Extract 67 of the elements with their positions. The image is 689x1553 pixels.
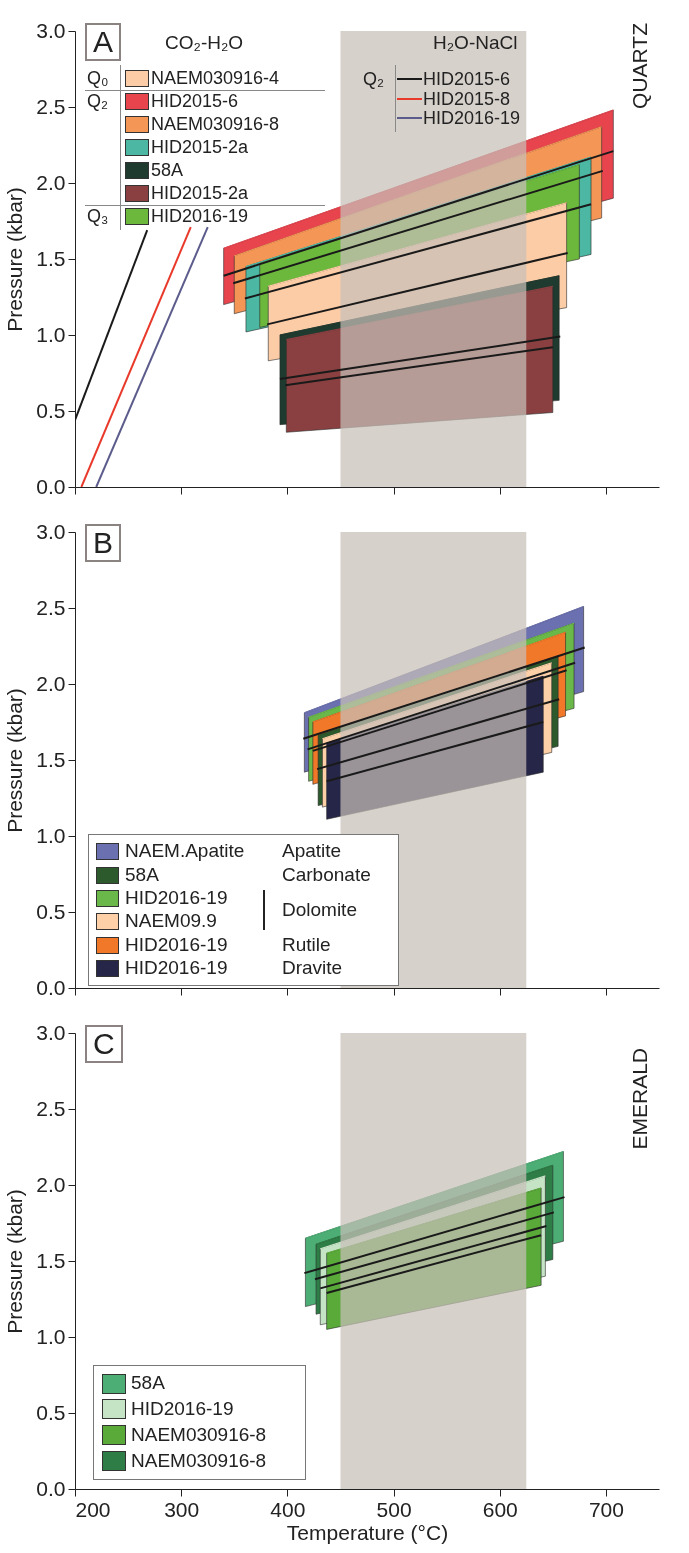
chart-title: A — [85, 23, 122, 61]
y-tick-label: 1.0 — [36, 322, 66, 346]
legend-label: HID2016-19 — [151, 205, 249, 226]
y-tick-label: 0.5 — [36, 899, 66, 923]
annotation: Q₀ — [87, 68, 109, 88]
chart-title: B — [85, 524, 122, 562]
annotation: Q₂ — [363, 69, 384, 89]
legend-label: NAEM030916-8 — [131, 1423, 267, 1445]
chart-title: C — [85, 1025, 123, 1063]
y-tick-label: 1.5 — [36, 246, 66, 270]
x-tick-label: 300 — [164, 1497, 200, 1521]
legend-label: HID2016-19 — [423, 108, 521, 128]
legend-label: NAEM.Apatite — [125, 840, 245, 862]
legend-label: HID2016-19 — [125, 886, 228, 908]
y-tick-label: 2.5 — [36, 1096, 66, 1120]
y-tick-label: 3.0 — [36, 519, 66, 543]
y-tick-label: 0.0 — [36, 474, 66, 498]
y-tick-label: 2.0 — [36, 671, 66, 695]
annotation: Apatite — [282, 840, 342, 862]
legend-label: HID2016-19 — [125, 933, 228, 955]
annotation: H₂O-NaCl — [433, 32, 518, 53]
legend-label: NAEM030916-8 — [131, 1449, 267, 1471]
legend-label: 58A — [125, 863, 159, 885]
text: EMERALD — [628, 1048, 651, 1150]
annotation: Carbonate — [282, 863, 371, 885]
legend-label: 58A — [131, 1372, 165, 1394]
legend-label: HID2016-19 — [131, 1398, 234, 1420]
y-tick-label: 2.5 — [36, 595, 66, 619]
legend-label: HID2015-8 — [423, 88, 511, 109]
x-tick-label: 700 — [588, 1497, 624, 1521]
y-tick-label: 1.5 — [36, 1248, 66, 1272]
y-tick-label: 0.0 — [36, 1476, 66, 1500]
annotation: Dravite — [282, 956, 343, 978]
x-axis-title: Temperature (°C) — [286, 1520, 449, 1544]
y-tick-label: 0.5 — [36, 398, 66, 422]
text: QUARTZ — [628, 23, 651, 109]
y-tick-label: 2.0 — [36, 1172, 66, 1196]
legend-label: HID2015-6 — [423, 69, 511, 89]
annotation: Dolomite — [282, 898, 357, 920]
y-tick-label: 3.0 — [36, 18, 66, 42]
legend-label: 58A — [151, 159, 184, 180]
y-tick-label: 1.0 — [36, 823, 66, 847]
y-tick-label: 0.5 — [36, 1400, 66, 1424]
x-tick-label: 200 — [75, 1497, 111, 1521]
y-tick-label: 2.0 — [36, 170, 66, 194]
y-axis-title: Pressure (kbar) — [3, 1189, 27, 1334]
legend-label: HID2016-19 — [125, 956, 228, 978]
y-axis-title: Pressure (kbar) — [3, 187, 27, 332]
legend-label: HID2015-6 — [151, 90, 239, 111]
legend-label: NAEM09.9 — [125, 910, 217, 932]
y-tick-label: 0.0 — [36, 975, 66, 999]
x-tick-label: 600 — [482, 1497, 518, 1521]
y-tick-label: 1.5 — [36, 747, 66, 771]
legend-label: NAEM030916-4 — [151, 67, 280, 88]
annotation: Rutile — [282, 933, 331, 955]
legend-label: HID2015-2a — [151, 136, 249, 157]
x-tick-label: 400 — [270, 1497, 306, 1521]
annotation: Q₂ — [87, 91, 108, 111]
y-tick-label: 1.0 — [36, 1324, 66, 1348]
y-axis-title: Pressure (kbar) — [3, 688, 27, 833]
legend-label: NAEM030916-8 — [151, 113, 280, 134]
legend-title: CO₂-H₂O — [165, 32, 244, 53]
legend-label: HID2015-2a — [151, 182, 249, 203]
y-tick-label: 2.5 — [36, 94, 66, 118]
x-tick-label: 500 — [376, 1497, 412, 1521]
annotation: Q₃ — [87, 206, 109, 226]
y-tick-label: 3.0 — [36, 1020, 66, 1044]
